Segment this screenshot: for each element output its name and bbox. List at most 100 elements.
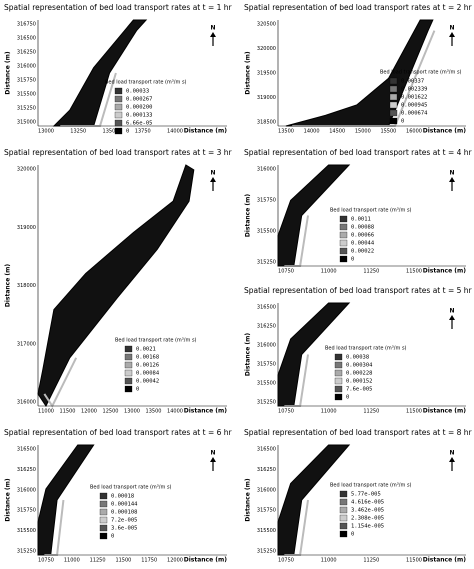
panel-title: Spatial representation of bed load trans… (244, 286, 473, 295)
river (277, 164, 351, 267)
legend-label: 0 (346, 395, 349, 401)
legend-label: 0.000144 (111, 502, 138, 508)
y-tick-label: 320000 (257, 46, 276, 52)
legend-swatch (339, 490, 348, 498)
y-tick-label: 318000 (17, 283, 36, 289)
legend-swatch (124, 361, 133, 369)
north-arrow-head (210, 177, 216, 182)
river (277, 444, 351, 556)
legend-label: 7.2e-005 (111, 518, 138, 524)
panel-title: Spatial representation of bed load trans… (244, 428, 473, 437)
y-tick-label: 315750 (257, 508, 276, 514)
x-tick-label: 12000 (167, 558, 183, 564)
legend-label: 0.00033 (126, 89, 149, 95)
legend-label: 0.00168 (136, 355, 159, 361)
legend-label: 0 (351, 532, 354, 538)
x-tick-label: 13000 (124, 409, 140, 415)
legend-label: 4.616e-005 (351, 500, 384, 506)
legend-label: 0.00022 (351, 249, 374, 255)
x-tick-label: 11750 (141, 558, 157, 564)
legend-swatch (334, 353, 343, 361)
river (52, 19, 148, 127)
legend-swatch (339, 514, 348, 522)
legend-label: 0.002339 (401, 87, 428, 93)
legend-swatch (339, 223, 348, 231)
legend-label: 0 (111, 534, 114, 540)
x-tick-label: 10750 (278, 269, 294, 275)
legend-label: 5.77e-005 (351, 492, 381, 498)
x-tick-label: 11000 (321, 409, 337, 415)
legend-label: 1.154e-005 (351, 524, 384, 530)
legend-swatch (114, 119, 123, 127)
x-tick-label: 13250 (70, 129, 86, 135)
x-tick-label: 13000 (38, 129, 54, 135)
legend-label: 0.00337 (401, 79, 424, 85)
x-tick-label: 10750 (278, 558, 294, 564)
legend-label: 0.00038 (346, 355, 369, 361)
y-axis-label: Distance (m) (5, 51, 12, 95)
x-tick-label: 15500 (380, 129, 396, 135)
legend-label: 3.6e-005 (111, 526, 138, 532)
y-tick-label: 317000 (17, 341, 36, 347)
x-tick-label: 11000 (321, 269, 337, 275)
legend-title: Bed load transport rate (m³/m s) (325, 346, 407, 352)
legend-swatch (339, 498, 348, 506)
legend-swatch (114, 87, 123, 95)
y-axis-label: Distance (m) (245, 194, 252, 238)
y-tick-label: 320000 (17, 167, 36, 173)
legend-swatch (99, 508, 108, 516)
x-tick-label: 14000 (167, 129, 183, 135)
legend-swatch (99, 492, 108, 500)
north-label: N (449, 170, 454, 177)
y-tick-label: 316000 (17, 64, 36, 70)
legend-swatch (124, 345, 133, 353)
legend-label: 0.000674 (401, 111, 428, 117)
x-axis-label: Distance (m) (423, 128, 467, 135)
x-tick-label: 13750 (135, 129, 151, 135)
x-axis-label: Distance (m) (184, 128, 228, 135)
y-axis-label: Distance (m) (245, 333, 252, 377)
x-tick-label: 12000 (81, 409, 97, 415)
legend-label: 0.00018 (111, 494, 134, 500)
y-tick-label: 315500 (17, 92, 36, 98)
y-tick-label: 316000 (257, 343, 276, 349)
legend-swatch (339, 522, 348, 530)
legend-swatch (334, 393, 343, 401)
north-label: N (449, 25, 454, 32)
y-tick-label: 320500 (257, 22, 276, 28)
y-tick-label: 315250 (257, 549, 276, 555)
x-tick-label: 11500 (115, 558, 131, 564)
panel-title: Spatial representation of bed load trans… (4, 3, 233, 12)
y-tick-label: 316750 (17, 22, 36, 28)
legend-swatch (339, 255, 348, 263)
x-tick-label: 16000 (406, 129, 422, 135)
y-tick-label: 316000 (257, 487, 276, 493)
x-axis-label: Distance (m) (184, 557, 228, 564)
legend-label: 7.6e-005 (346, 387, 373, 393)
y-tick-label: 316250 (17, 50, 36, 56)
legend-swatch (99, 532, 108, 540)
x-tick-label: 13500 (103, 129, 119, 135)
y-tick-label: 319500 (257, 71, 276, 77)
x-tick-label: 15000 (355, 129, 371, 135)
legend-swatch (389, 93, 398, 101)
north-label: N (210, 450, 215, 457)
legend-label: 0.0011 (351, 217, 371, 223)
legend-label: 0.000152 (346, 379, 373, 385)
x-tick-label: 11250 (90, 558, 106, 564)
legend-swatch (389, 117, 398, 125)
legend-swatch (114, 95, 123, 103)
north-label: N (210, 25, 215, 32)
x-tick-label: 13500 (146, 409, 162, 415)
legend-label: 0 (126, 129, 129, 135)
river (37, 164, 195, 408)
legend-swatch (389, 101, 398, 109)
north-arrow-head (449, 177, 455, 182)
panel-title: Spatial representation of bed load trans… (4, 428, 233, 437)
legend-swatch (389, 77, 398, 85)
legend-swatch (99, 524, 108, 532)
x-tick-label: 11500 (406, 269, 422, 275)
panel-title: Spatial representation of bed load trans… (244, 3, 473, 12)
legend-label: 0.000133 (126, 113, 153, 119)
